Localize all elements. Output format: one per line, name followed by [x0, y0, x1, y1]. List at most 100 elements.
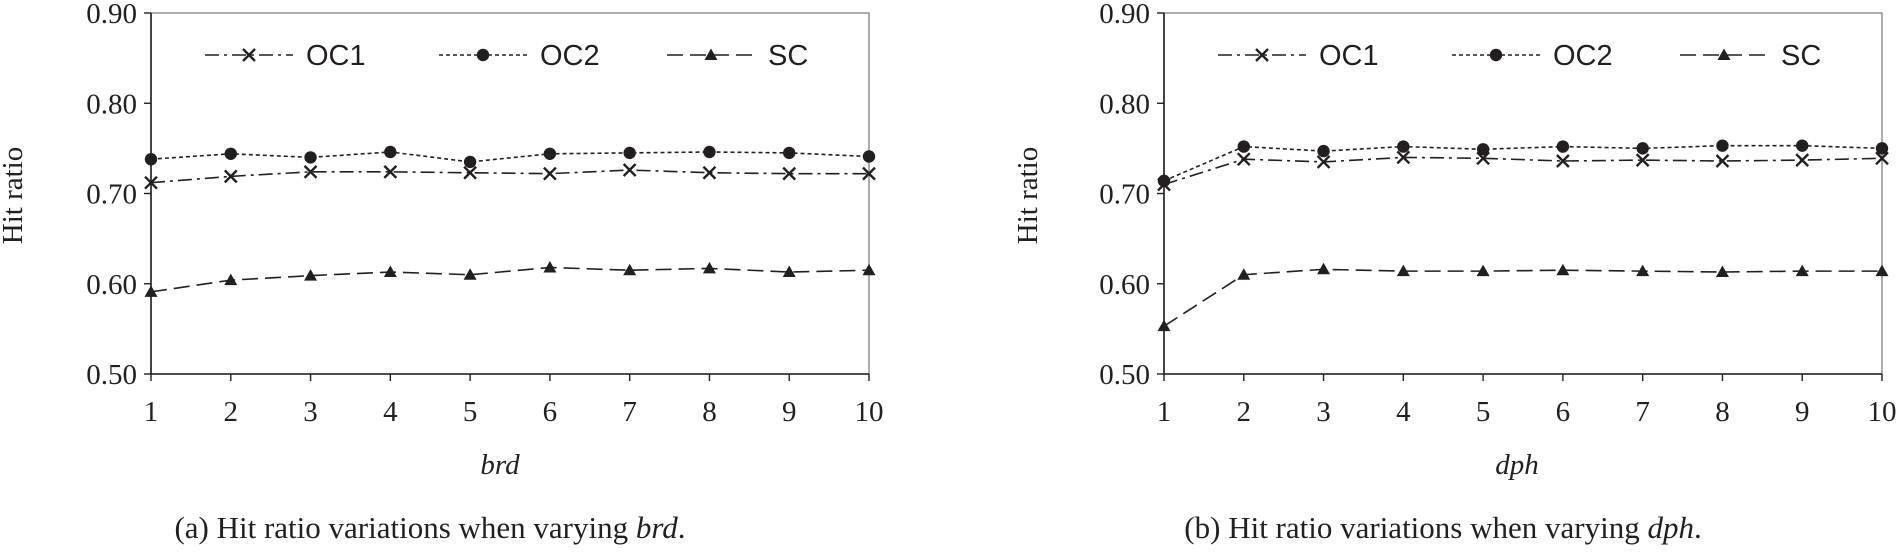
data-point-sc-b [1396, 264, 1410, 277]
data-point-sc-a [782, 265, 796, 278]
x-tick-label-b: 10 [1868, 396, 1897, 428]
data-point-oc1-b [1635, 153, 1650, 167]
y-tick-label-b: 0.50 [1099, 359, 1150, 391]
caption-suffix-b: . [1694, 510, 1702, 545]
caption-suffix-a: . [678, 510, 686, 545]
y-tick-label-b: 0.60 [1099, 269, 1150, 301]
data-point-oc2-b [1476, 143, 1490, 156]
data-point-sc-a [463, 268, 477, 280]
x-tick-label-b: 4 [1396, 396, 1411, 428]
x-tick-label-b: 9 [1795, 396, 1810, 428]
legend-marker-oc2-a [476, 48, 490, 62]
data-point-oc1-b [1556, 154, 1570, 168]
x-tick-label-a: 6 [543, 396, 558, 428]
data-point-oc1-a [383, 164, 398, 179]
legend-label-oc1-b: OC1 [1319, 40, 1379, 72]
data-point-oc2-b [1796, 139, 1809, 152]
legend-label-oc2-b: OC2 [1553, 40, 1613, 72]
data-point-oc2-b [1397, 140, 1410, 153]
data-point-oc1-a [144, 175, 158, 190]
y-tick-label-a: 0.70 [86, 179, 137, 211]
data-point-oc1-b [1875, 151, 1889, 166]
data-point-oc1-b [1476, 151, 1490, 166]
y-tick-label-a: 0.90 [86, 0, 137, 30]
data-point-oc2-b [1317, 144, 1330, 158]
legend-item-oc2-a: OC2 [439, 40, 600, 72]
series-sc-b [1157, 262, 1889, 332]
legend-item-oc1-a: OC1 [205, 40, 366, 72]
x-axis-title-a: brd [480, 449, 520, 481]
data-point-sc-a [304, 269, 318, 281]
y-tick-label-b: 0.70 [1099, 179, 1150, 211]
data-point-oc2-a [623, 146, 636, 160]
caption-a: (a) Hit ratio variations when varying br… [174, 510, 685, 545]
data-point-sc-a [862, 263, 876, 276]
legend-label-sc-b: SC [1781, 40, 1821, 72]
data-point-sc-a [383, 265, 397, 278]
legend-label-oc1-a: OC1 [306, 40, 366, 72]
data-point-sc-b [1237, 268, 1251, 280]
legend-marker-sc-a [704, 48, 718, 60]
series-line-oc1-b [1163, 156, 1883, 186]
data-point-oc1-a [862, 166, 876, 181]
data-point-sc-a [224, 273, 238, 286]
y-tick-label-b: 0.80 [1099, 88, 1150, 120]
data-point-oc1-b [1396, 150, 1411, 165]
data-point-oc2-a [862, 150, 876, 163]
series-line-sc-a [150, 266, 870, 293]
x-tick-label-b: 2 [1237, 396, 1252, 428]
data-point-oc1-a [782, 166, 797, 181]
x-tick-label-b: 8 [1715, 396, 1730, 428]
data-point-sc-b [1636, 264, 1650, 277]
data-point-oc1-b [1795, 153, 1810, 167]
data-point-oc1-a [702, 165, 717, 180]
series-oc2-b [1157, 139, 1889, 188]
y-tick-label-b: 0.90 [1099, 0, 1150, 30]
series-oc2-a [144, 145, 876, 169]
data-point-oc1-a [543, 166, 557, 181]
series-line-oc1-a [150, 169, 869, 184]
y-axis-title-a: Hit ratio [0, 147, 29, 244]
x-tick-label-b: 7 [1635, 396, 1650, 428]
data-point-oc2-a [783, 146, 796, 160]
data-point-sc-a [623, 263, 637, 276]
x-tick-label-a: 8 [702, 396, 717, 428]
legend-marker-oc1-a [242, 48, 256, 62]
data-point-oc2-b [1556, 140, 1570, 153]
series-oc1-b [1157, 150, 1889, 192]
series-line-oc2-b [1163, 144, 1883, 182]
caption-prefix-b: (b) Hit ratio variations when varying [1184, 510, 1647, 545]
chart-b: 0.50 0.60 0.70 0.80 0.90 1 2 3 4 5 6 7 8 9 10 Hit ratio… [1012, 0, 1897, 545]
data-point-oc2-a [384, 145, 397, 159]
x-tick-label-a: 3 [303, 396, 318, 428]
data-point-oc1-b [1236, 152, 1251, 167]
data-point-sc-b [1795, 264, 1809, 277]
x-tick-label-a: 5 [463, 396, 478, 428]
x-tick-label-a: 1 [144, 396, 159, 428]
legend-item-oc2-b: OC2 [1452, 40, 1613, 72]
legend-label-sc-a: SC [768, 40, 808, 72]
x-tick-label-a: 4 [383, 396, 398, 428]
x-tick-label-b: 3 [1316, 396, 1331, 428]
series-oc1-a [144, 163, 876, 190]
data-point-oc2-a [224, 147, 237, 160]
caption-var-a: brd [636, 510, 678, 545]
series-line-oc2-a [150, 151, 870, 163]
data-point-sc-b [1556, 263, 1570, 276]
data-point-sc-a [543, 261, 557, 273]
x-axis-title-b: dph [1495, 449, 1539, 481]
x-tick-label-a: 10 [855, 396, 884, 428]
data-point-oc2-b [1237, 140, 1250, 153]
data-point-oc2-a [703, 145, 716, 159]
legend-item-oc1-b: OC1 [1218, 40, 1379, 72]
data-point-oc2-b [1157, 174, 1171, 188]
series-sc-a [144, 261, 876, 297]
data-point-oc2-a [463, 155, 477, 169]
x-tick-label-b: 5 [1476, 396, 1491, 428]
legend-marker-sc-b [1717, 48, 1731, 60]
data-point-oc2-a [144, 153, 158, 166]
data-point-oc2-b [1636, 142, 1649, 155]
plot-frame-b [1163, 12, 1883, 375]
